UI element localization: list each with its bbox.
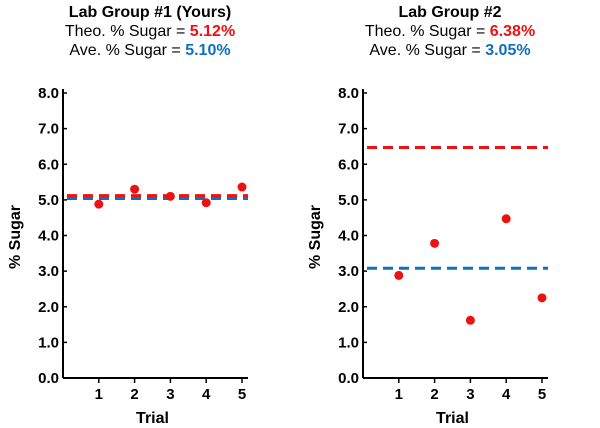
data-point [201, 198, 211, 208]
data-point [165, 191, 175, 201]
average-sugar-value: 3.05% [485, 42, 531, 59]
y-tick-label: 4.0 [38, 228, 59, 245]
x-tick-label: 1 [95, 386, 103, 403]
x-tick-label: 5 [238, 386, 246, 403]
x-tick-label: 4 [202, 386, 211, 403]
x-tick-label: 4 [502, 386, 511, 403]
theoretical-sugar-value: 5.12% [189, 23, 236, 40]
y-tick-label: 5.0 [38, 192, 59, 209]
y-tick-label: 7.0 [338, 121, 359, 138]
y-tick-label: 0.0 [338, 370, 359, 387]
y-tick-label: 2.0 [338, 299, 359, 316]
average-sugar-label: Ave. % Sugar = [69, 42, 186, 59]
x-tick-label: 1 [395, 386, 403, 403]
y-tick-label: 4.0 [338, 228, 359, 245]
average-sugar-label: Ave. % Sugar = [369, 42, 486, 59]
average-sugar-line: Ave. % Sugar = 5.10% [0, 41, 300, 60]
x-tick-label: 3 [466, 386, 474, 403]
y-tick-label: 1.0 [38, 334, 59, 351]
y-tick-label: 3.0 [38, 263, 59, 280]
y-axis-label: % Sugar [307, 205, 324, 269]
theoretical-sugar-label: Theo. % Sugar = [364, 23, 490, 40]
scatter-plot: 0.0 1.0 2.0 3.0 4.0 5.0 6.0 7.0 8.0 1 2 3 4 5 Trial % S… [7, 85, 248, 427]
chart-title: Lab Group #1 (Yours) [68, 4, 232, 21]
x-tick-label: 5 [538, 386, 546, 403]
data-point [94, 199, 104, 209]
y-tick-label: 6.0 [38, 156, 59, 173]
y-tick-label: 6.0 [338, 156, 359, 173]
y-tick-label: 0.0 [38, 370, 59, 387]
data-point [465, 315, 475, 325]
data-point [237, 182, 247, 192]
chart-title: Lab Group #2 [398, 4, 502, 21]
y-tick-label: 7.0 [38, 121, 59, 138]
y-axis-label: % Sugar [7, 205, 24, 269]
theoretical-sugar-value: 6.38% [489, 23, 536, 40]
data-point [430, 238, 440, 248]
y-tick-label: 1.0 [338, 334, 359, 351]
theoretical-sugar-line: Theo. % Sugar = 6.38% [300, 22, 600, 41]
chart-panel-group-1: Lab Group #1 (Yours) Theo. % Sugar = 5.1… [0, 3, 300, 427]
data-point [501, 214, 511, 224]
y-tick-label: 8.0 [338, 85, 359, 102]
y-tick-label: 8.0 [38, 85, 59, 102]
average-sugar-value: 5.10% [185, 42, 231, 59]
data-point [537, 293, 547, 303]
y-tick-label: 2.0 [38, 299, 59, 316]
theoretical-sugar-label: Theo. % Sugar = [64, 23, 190, 40]
chart-panel-group-2: Lab Group #2 Theo. % Sugar = 6.38% Ave. … [300, 0, 600, 428]
y-tick-label: 3.0 [338, 263, 359, 280]
data-point [130, 184, 140, 194]
x-tick-label: 3 [166, 386, 174, 403]
average-sugar-line: Ave. % Sugar = 3.05% [300, 41, 600, 60]
x-tick-label: 2 [430, 386, 438, 403]
theoretical-sugar-line: Theo. % Sugar = 5.12% [0, 22, 300, 41]
chart-header: Lab Group #1 (Yours) Theo. % Sugar = 5.1… [0, 3, 300, 60]
y-tick-label: 5.0 [338, 192, 359, 209]
chart-header: Lab Group #2 Theo. % Sugar = 6.38% Ave. … [300, 3, 600, 60]
scatter-plot: 0.0 1.0 2.0 3.0 4.0 5.0 6.0 7.0 8.0 1 2 3 4 5 Trial % S… [307, 85, 548, 427]
data-point [394, 270, 404, 280]
x-axis-label: Trial [136, 410, 169, 427]
x-axis-label: Trial [436, 410, 469, 427]
x-tick-label: 2 [130, 386, 138, 403]
